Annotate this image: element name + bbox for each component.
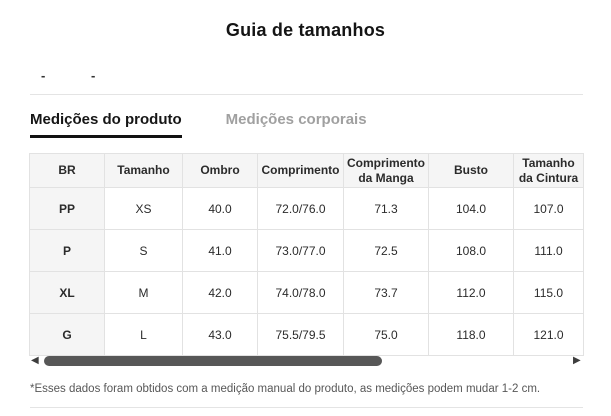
- table-row: G L 43.0 75.5/79.5 75.0 118.0 121.0: [29, 313, 584, 356]
- data-cell: S: [104, 229, 183, 272]
- row-header-cell: G: [29, 313, 105, 356]
- row-header-cell: XL: [29, 271, 105, 314]
- data-cell: L: [104, 313, 183, 356]
- unit-dash-2[interactable]: -: [91, 68, 96, 83]
- data-cell: 43.0: [182, 313, 258, 356]
- tab-product-measurements[interactable]: Medições do produto: [30, 111, 182, 138]
- data-cell: 112.0: [428, 271, 514, 314]
- table-row: P S 41.0 73.0/77.0 72.5 108.0 111.0: [29, 229, 584, 272]
- page-title: Guia de tamanhos: [225, 20, 386, 40]
- column-header: Tamanho da Cintura: [513, 153, 584, 188]
- data-cell: XS: [104, 187, 183, 230]
- data-cell: 41.0: [182, 229, 258, 272]
- data-cell: 74.0/78.0: [257, 271, 344, 314]
- data-cell: 40.0: [182, 187, 258, 230]
- column-header: Comprimento da Manga: [343, 153, 429, 188]
- data-cell: 108.0: [428, 229, 514, 272]
- top-divider: [30, 94, 583, 95]
- column-header: BR: [29, 153, 105, 188]
- data-cell: 72.5: [343, 229, 429, 272]
- column-header: Busto: [428, 153, 514, 188]
- data-cell: 104.0: [428, 187, 514, 230]
- scrollbar-thumb[interactable]: [44, 356, 382, 366]
- data-cell: 111.0: [513, 229, 584, 272]
- data-cell: 118.0: [428, 313, 514, 356]
- data-cell: 42.0: [182, 271, 258, 314]
- tab-body-measurements[interactable]: Medições corporais: [225, 111, 367, 128]
- bottom-divider: [30, 407, 583, 408]
- data-cell: 73.7: [343, 271, 429, 314]
- data-cell: 115.0: [513, 271, 584, 314]
- column-header: Tamanho: [104, 153, 183, 188]
- table-header-row: BR Tamanho Ombro Comprimento Comprimento da …: [29, 153, 584, 188]
- data-cell: 73.0/77.0: [257, 229, 344, 272]
- horizontal-scrollbar: ◀ ▶: [0, 352, 611, 370]
- row-header-cell: P: [29, 229, 105, 272]
- table-row: PP XS 40.0 72.0/76.0 71.3 104.0 107.0: [29, 187, 584, 230]
- data-cell: 75.5/79.5: [257, 313, 344, 356]
- data-cell: 107.0: [513, 187, 584, 230]
- data-cell: 72.0/76.0: [257, 187, 344, 230]
- table-row: XL M 42.0 74.0/78.0 73.7 112.0 115.0: [29, 271, 584, 314]
- column-header: Ombro: [182, 153, 258, 188]
- measurement-disclaimer: *Esses dados foram obtidos com a medição…: [30, 383, 541, 395]
- size-table: BR Tamanho Ombro Comprimento Comprimento da …: [29, 153, 584, 356]
- scroll-right-icon[interactable]: ▶: [573, 355, 581, 366]
- data-cell: 121.0: [513, 313, 584, 356]
- data-cell: 75.0: [343, 313, 429, 356]
- scroll-left-icon[interactable]: ◀: [31, 355, 39, 366]
- column-header: Comprimento: [257, 153, 344, 188]
- data-cell: 71.3: [343, 187, 429, 230]
- tab-bar: Medições do produto Medições corporais: [30, 111, 367, 138]
- unit-dash-1[interactable]: -: [41, 68, 46, 83]
- data-cell: M: [104, 271, 183, 314]
- table-body: PP XS 40.0 72.0/76.0 71.3 104.0 107.0 P S 41.0 73.…: [29, 187, 584, 356]
- row-header-cell: PP: [29, 187, 105, 230]
